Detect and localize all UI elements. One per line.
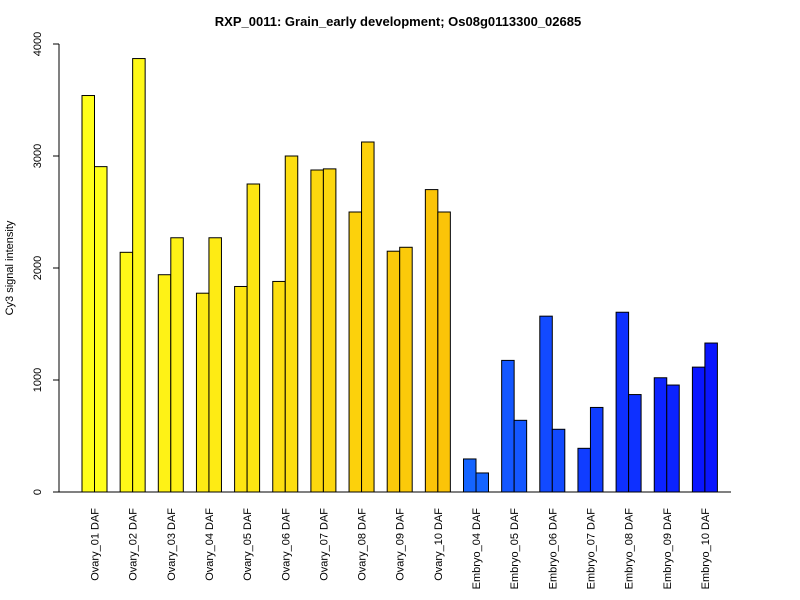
y-tick-label: 3000	[32, 144, 44, 168]
bar	[361, 141, 375, 493]
bar	[577, 447, 591, 493]
x-category-label: Embryo_07 DAF	[585, 508, 597, 590]
bar	[348, 211, 363, 493]
bar	[272, 280, 286, 493]
y-tick-label: 2000	[32, 256, 44, 280]
y-axis-label: Cy3 signal intensity	[4, 220, 16, 315]
x-category-label: Ovary_07 DAF	[318, 508, 330, 581]
bar	[589, 406, 604, 493]
bar	[653, 377, 668, 493]
bar	[539, 315, 553, 493]
x-category-label: Ovary_08 DAF	[357, 508, 369, 581]
y-tick-label: 1000	[32, 368, 44, 392]
bar	[386, 250, 401, 493]
bar	[463, 458, 477, 493]
x-category-label: Ovary_01 DAF	[90, 508, 102, 581]
x-category-label: Embryo_04 DAF	[471, 508, 483, 590]
bar	[513, 419, 528, 493]
x-category-label: Ovary_10 DAF	[433, 508, 445, 581]
x-category-label: Ovary_05 DAF	[242, 508, 254, 581]
bar	[81, 95, 95, 493]
bar	[234, 285, 248, 493]
bars	[81, 58, 718, 493]
bar	[132, 58, 146, 493]
y-tick-label: 4000	[32, 32, 44, 56]
bar	[208, 237, 222, 493]
y-tick-label: 0	[32, 489, 44, 495]
bar	[157, 274, 172, 493]
x-category-label: Ovary_04 DAF	[204, 508, 216, 581]
x-category-label: Embryo_08 DAF	[624, 508, 636, 590]
x-category-label: Ovary_03 DAF	[166, 508, 178, 581]
bar	[704, 342, 718, 493]
chart-title: RXP_0011: Grain_early development; Os08g…	[215, 14, 581, 29]
bar	[424, 189, 439, 493]
bar	[310, 169, 324, 493]
bar	[666, 384, 680, 493]
bar	[437, 211, 451, 493]
bar	[322, 168, 337, 493]
bar	[551, 428, 566, 493]
bar	[399, 246, 413, 493]
x-category-label: Ovary_09 DAF	[395, 508, 407, 581]
x-category-label: Ovary_06 DAF	[280, 508, 292, 581]
bar	[284, 155, 299, 493]
x-axis-labels: Ovary_01 DAF Ovary_02 DAF Ovary_03 DAF Ovar…	[90, 508, 712, 590]
bar	[691, 366, 706, 493]
y-axis: 0 1000 2000 3000 4000	[32, 32, 60, 495]
bar	[475, 472, 489, 493]
bar	[501, 359, 515, 493]
bar	[119, 251, 134, 493]
bar	[246, 183, 261, 493]
bar	[94, 166, 108, 493]
x-category-label: Embryo_05 DAF	[509, 508, 521, 590]
bar	[195, 292, 210, 493]
x-category-label: Embryo_06 DAF	[547, 508, 559, 590]
x-category-label: Embryo_10 DAF	[700, 508, 712, 590]
x-category-label: Embryo_09 DAF	[662, 508, 674, 590]
bar	[615, 311, 630, 493]
bar	[628, 394, 642, 493]
x-category-label: Ovary_02 DAF	[128, 508, 140, 581]
bar	[170, 237, 184, 493]
